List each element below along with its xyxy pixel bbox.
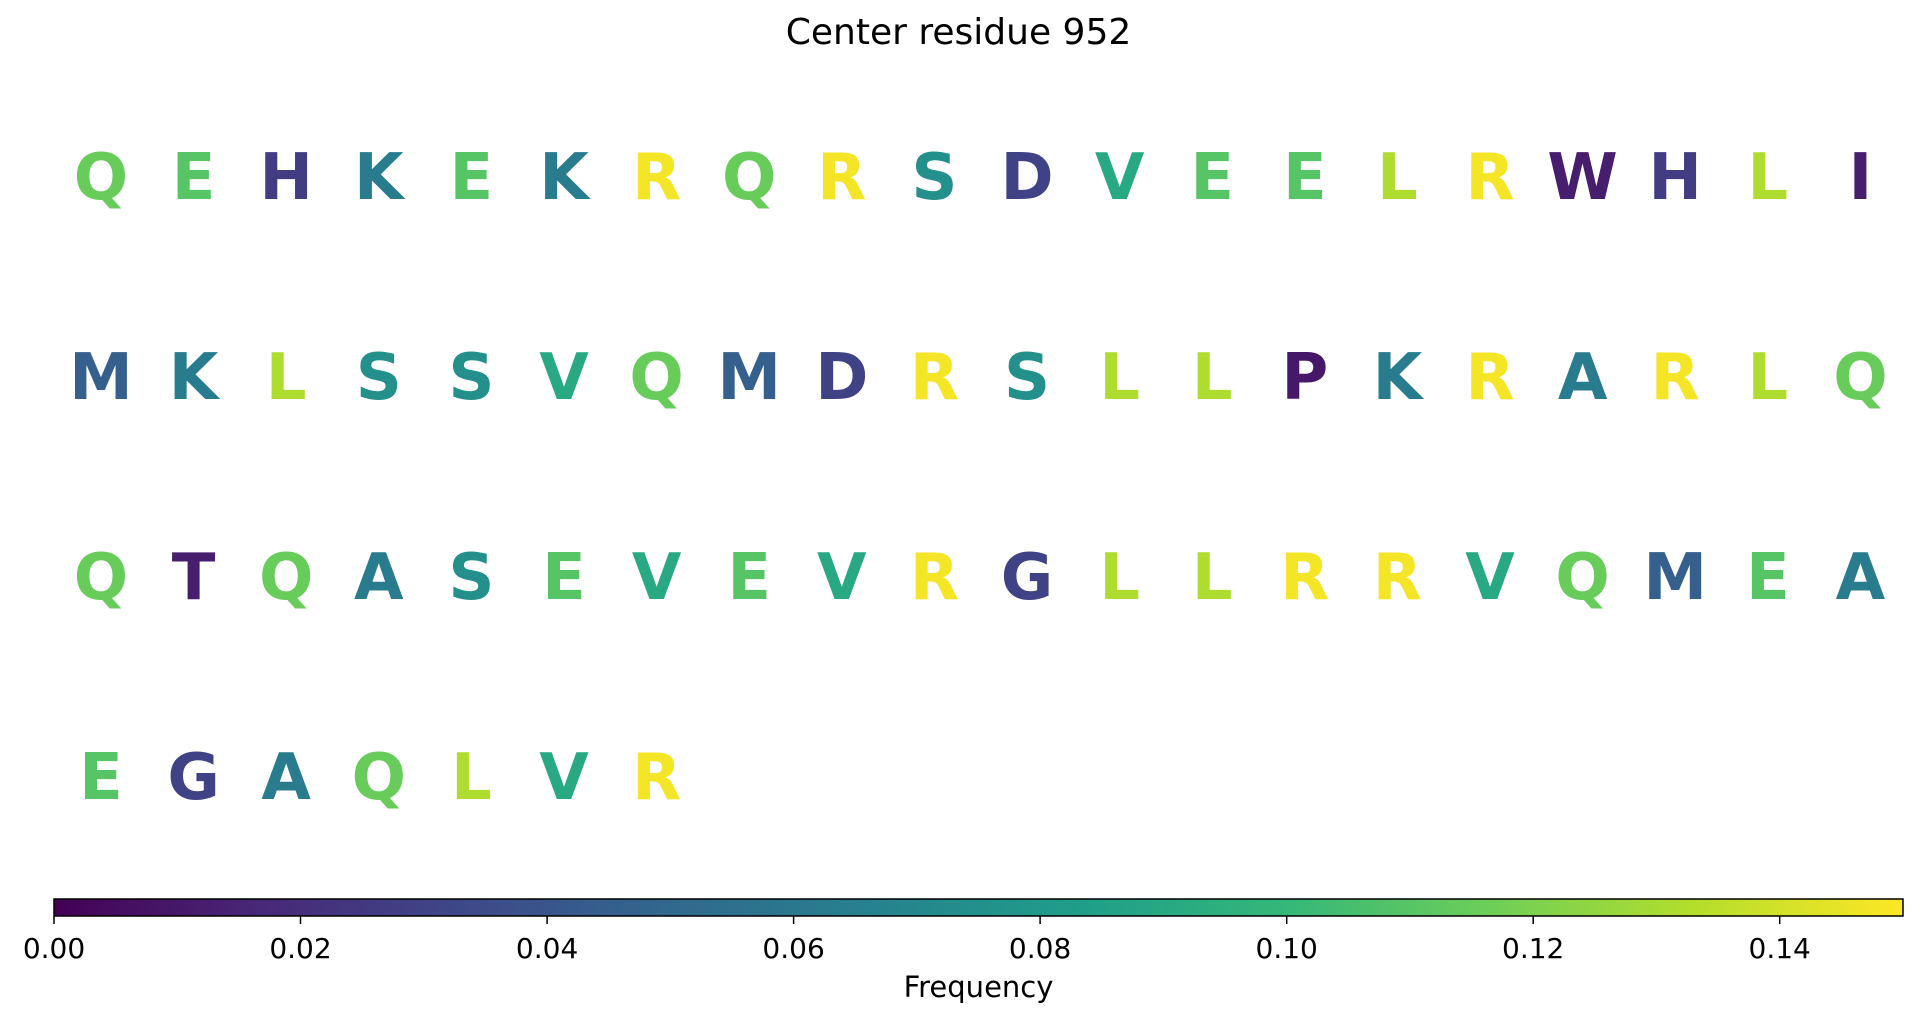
residue-letter: R <box>1280 541 1329 615</box>
colorbar-tick-label: 0.08 <box>1009 932 1071 965</box>
residue-letter: S <box>448 541 494 615</box>
residue-letter: T <box>172 541 216 615</box>
colorbar-label: Frequency <box>903 970 1054 1004</box>
residue-letter: E <box>79 741 123 815</box>
residue-letter: Q <box>352 741 406 815</box>
residue-letter: E <box>1746 541 1790 615</box>
residue-letter: Q <box>74 141 128 215</box>
colorbar: 0.00 0.02 0.04 0.06 0.08 0.10 0.12 0.14 <box>23 898 1904 965</box>
residue-letter: H <box>1648 141 1702 215</box>
residue-letter: R <box>1651 341 1700 415</box>
residue-letter: A <box>354 541 404 615</box>
residue-letter: R <box>632 741 681 815</box>
residue-letter: E <box>1283 141 1327 215</box>
residue-letter: A <box>1836 541 1886 615</box>
residue-letter: G <box>167 741 220 815</box>
residue-letter: L <box>1747 141 1788 215</box>
residue-letter: R <box>817 141 866 215</box>
residue-letter: V <box>632 541 682 615</box>
colorbar-tick-label: 0.04 <box>516 932 578 965</box>
residue-letter: Q <box>1833 341 1887 415</box>
residue-letter: E <box>727 541 771 615</box>
residue-letter: D <box>1000 141 1053 215</box>
residue-letter: Q <box>1555 541 1609 615</box>
residue-letter: V <box>817 541 867 615</box>
residue-letter: K <box>169 341 221 415</box>
residue-letter: E <box>450 141 494 215</box>
chart-title: Center residue 952 <box>785 12 1132 53</box>
residue-letter: S <box>448 341 494 415</box>
residue-letter: D <box>815 341 868 415</box>
residue-letter: I <box>1848 141 1872 215</box>
residue-letter: E <box>1190 141 1234 215</box>
colorbar-tick-label: 0.02 <box>269 932 331 965</box>
residue-letter: E <box>542 541 586 615</box>
residue-letter: M <box>1643 541 1707 615</box>
residue-letter: A <box>261 741 311 815</box>
residue-letter: Q <box>74 541 128 615</box>
residue-letter: K <box>539 141 591 215</box>
residue-grid: Q E H K E K R Q R S D V E E L R W H L IM K L S S V Q M D R S L L P K R A R L Q… <box>69 141 1887 815</box>
colorbar-tick-label: 0.10 <box>1256 932 1318 965</box>
colorbar-tick-label: 0.00 <box>23 932 85 965</box>
residue-letter: R <box>910 541 959 615</box>
residue-letter: Q <box>259 541 313 615</box>
residue-letter: K <box>1373 341 1425 415</box>
residue-letter: V <box>1095 141 1145 215</box>
residue-letter: V <box>539 741 589 815</box>
residue-letter: L <box>451 741 492 815</box>
residue-letter: V <box>539 341 589 415</box>
residue-letter: L <box>1192 341 1233 415</box>
residue-letter: R <box>1465 341 1514 415</box>
residue-letter: Q <box>629 341 683 415</box>
residue-letter: L <box>1099 341 1140 415</box>
residue-letter: H <box>259 141 313 215</box>
residue-letter: S <box>356 341 402 415</box>
colorbar-tick-label: 0.14 <box>1749 932 1811 965</box>
residue-letter: L <box>1192 541 1233 615</box>
residue-letter: L <box>1377 141 1418 215</box>
residue-letter: R <box>1465 141 1514 215</box>
residue-letter: W <box>1547 141 1618 215</box>
colorbar-tick-label: 0.06 <box>762 932 824 965</box>
residue-letter: M <box>69 341 133 415</box>
residue-letter: Q <box>722 141 776 215</box>
residue-letter: G <box>1001 541 1054 615</box>
residue-letter: R <box>1373 541 1422 615</box>
residue-letter: M <box>717 341 781 415</box>
residue-letter: V <box>1465 541 1515 615</box>
residue-letter: S <box>1004 341 1050 415</box>
colorbar-gradient <box>53 898 1904 917</box>
residue-letter: S <box>911 141 957 215</box>
residue-letter: L <box>1747 341 1788 415</box>
residue-letter: R <box>632 141 681 215</box>
residue-letter: L <box>266 341 307 415</box>
colorbar-tick-label: 0.12 <box>1502 932 1564 965</box>
residue-letter: A <box>1558 341 1608 415</box>
residue-letter: K <box>354 141 406 215</box>
residue-letter: R <box>910 341 959 415</box>
residue-letter: L <box>1099 541 1140 615</box>
residue-letter: P <box>1281 341 1328 415</box>
residue-letter: E <box>172 141 216 215</box>
